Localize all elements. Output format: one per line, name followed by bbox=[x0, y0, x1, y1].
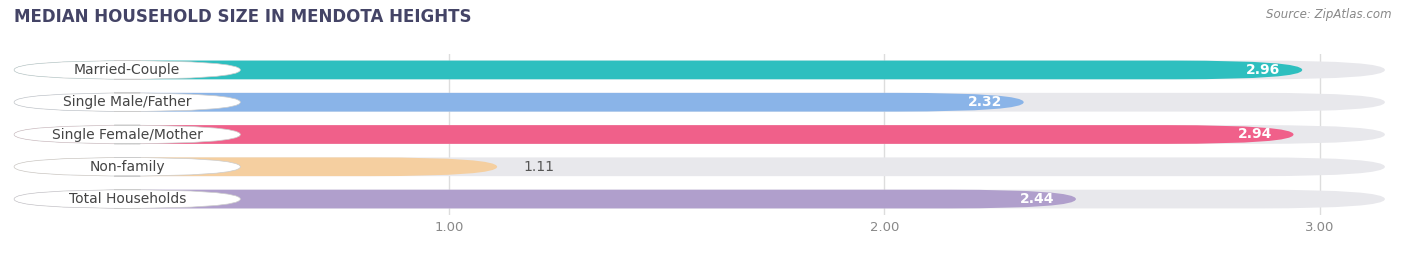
FancyBboxPatch shape bbox=[14, 157, 1385, 176]
FancyBboxPatch shape bbox=[14, 61, 1385, 79]
Text: Single Female/Mother: Single Female/Mother bbox=[52, 128, 202, 141]
Text: 2.96: 2.96 bbox=[1246, 63, 1281, 77]
Text: Non-family: Non-family bbox=[90, 160, 165, 174]
FancyBboxPatch shape bbox=[14, 157, 240, 176]
FancyBboxPatch shape bbox=[14, 93, 240, 112]
FancyBboxPatch shape bbox=[14, 190, 1076, 208]
Text: MEDIAN HOUSEHOLD SIZE IN MENDOTA HEIGHTS: MEDIAN HOUSEHOLD SIZE IN MENDOTA HEIGHTS bbox=[14, 8, 471, 26]
FancyBboxPatch shape bbox=[14, 61, 240, 79]
Text: Source: ZipAtlas.com: Source: ZipAtlas.com bbox=[1267, 8, 1392, 21]
FancyBboxPatch shape bbox=[14, 93, 1024, 112]
FancyBboxPatch shape bbox=[14, 190, 240, 208]
Text: Total Households: Total Households bbox=[69, 192, 186, 206]
Text: Married-Couple: Married-Couple bbox=[75, 63, 180, 77]
FancyBboxPatch shape bbox=[14, 125, 1385, 144]
FancyBboxPatch shape bbox=[14, 190, 1385, 208]
Text: 2.44: 2.44 bbox=[1019, 192, 1054, 206]
Text: 2.94: 2.94 bbox=[1237, 128, 1272, 141]
FancyBboxPatch shape bbox=[14, 157, 498, 176]
Text: Single Male/Father: Single Male/Father bbox=[63, 95, 191, 109]
FancyBboxPatch shape bbox=[14, 61, 1302, 79]
Text: 1.11: 1.11 bbox=[523, 160, 554, 174]
FancyBboxPatch shape bbox=[14, 93, 1385, 112]
Text: 2.32: 2.32 bbox=[967, 95, 1002, 109]
FancyBboxPatch shape bbox=[14, 125, 240, 144]
FancyBboxPatch shape bbox=[14, 125, 1294, 144]
